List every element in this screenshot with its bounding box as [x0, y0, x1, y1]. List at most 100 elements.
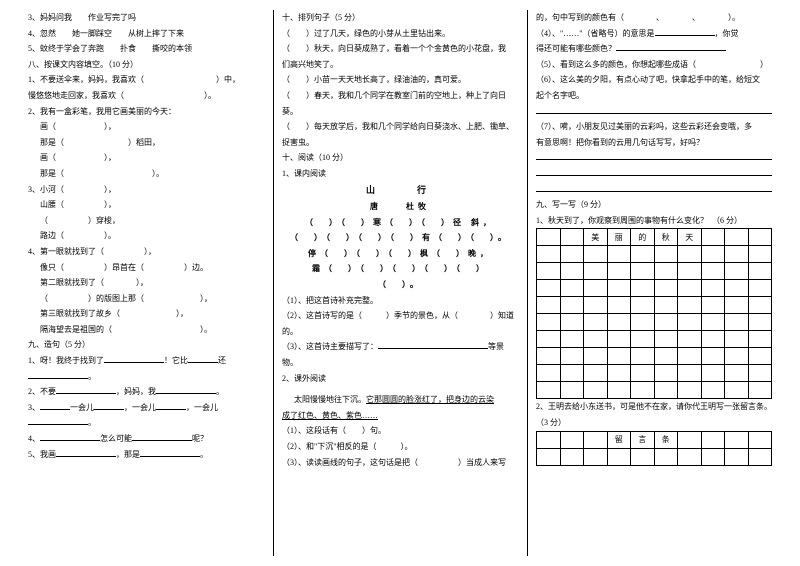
- blank[interactable]: [378, 348, 488, 349]
- blank[interactable]: [655, 35, 715, 36]
- order-5b: 捉害虫。: [282, 135, 518, 151]
- poem-line3: 停（ ）（ ）（ ）枫（ ）晚，: [282, 246, 518, 262]
- s9-3e: 。: [88, 418, 96, 427]
- s8-2d: 画（ ），: [28, 150, 264, 166]
- section-write-heading: 九、写一写（9 分）: [536, 197, 772, 213]
- s9-5b: ，那是: [116, 450, 140, 459]
- s9-1-cont: 。: [28, 369, 264, 385]
- s8-2e: 那是（ ）。: [28, 166, 264, 182]
- s9-1d: 。: [88, 372, 96, 381]
- read-q2: （2）、和"下沉"相反的是（ ）。: [282, 439, 518, 455]
- order-1: （ ）过了几天，绿色的小芽从土里钻出来。: [282, 26, 518, 42]
- blank[interactable]: [140, 456, 200, 457]
- poem-q1: （1）、把这首诗补充完整。: [282, 293, 518, 309]
- c3-cont1-text: 得还可能有哪些颜色？: [536, 44, 616, 53]
- s9-1a: 1、呀！我终于找到了: [28, 356, 104, 365]
- read-q4a: （4）、"……"（省略号）的意思是: [536, 29, 655, 38]
- s9-2c: 。: [216, 387, 224, 396]
- s8-3d: 路边（ ）。: [28, 228, 264, 244]
- read-q1: （1）、这段话有（ ）句。: [282, 423, 518, 439]
- blank[interactable]: [132, 440, 192, 441]
- blank[interactable]: [616, 50, 726, 51]
- s8-1b: 慢悠悠地走回家，我喜欢（ ）。: [28, 88, 264, 104]
- passage-2u: 成了红色、黄色、紫色……: [282, 411, 378, 420]
- blank[interactable]: [104, 362, 164, 363]
- s9-5a: 5、我画: [28, 450, 56, 459]
- poem-title: 山 行: [282, 182, 518, 200]
- poem-q2b: 的。: [282, 324, 518, 340]
- order-4b: 葵。: [282, 104, 518, 120]
- order-3: （ ）小苗一天天地长高了，绿油油的，真可爱。: [282, 72, 518, 88]
- s9-4a: 4、: [28, 434, 40, 443]
- s9-4: 4、怎么可能呢？: [28, 431, 264, 447]
- read-q4b: ，你觉: [715, 29, 739, 38]
- order-2b: 们高兴地笑了。: [282, 57, 518, 73]
- s8-2a: 2、我有一盒彩笔，我用它画美丽的今天：: [28, 104, 264, 120]
- blank[interactable]: [28, 424, 88, 425]
- s9-4b: 怎么可能: [100, 434, 132, 443]
- c3-blank3[interactable]: [536, 166, 772, 182]
- s8-1a: 1、不要送伞来，妈妈，我喜欢（ ）中，: [28, 72, 264, 88]
- section9-heading: 九、造句（5 分）: [28, 337, 264, 353]
- s9-5: 5、我画 ，那是 。: [28, 447, 264, 463]
- s9-2a: 2、不要: [28, 387, 56, 396]
- c3-blank2[interactable]: [536, 150, 772, 166]
- s8-4b: 像只（ ）昂首在（ ）边。: [28, 260, 264, 276]
- blank[interactable]: [28, 378, 88, 379]
- blank[interactable]: [40, 440, 100, 441]
- poem-q3-text: （3）、这首诗主要描写了：: [282, 342, 378, 351]
- q5-line: 5、蚊终于学会了奔跑 扑食 撕咬的本领: [28, 41, 264, 57]
- s9-3: 3、一会儿，一会儿，一会儿: [28, 400, 264, 416]
- c3-q6b: 起个名字吧。: [536, 88, 772, 104]
- blank[interactable]: [188, 362, 218, 363]
- c3-q5: （5）、看到这么多的颜色，你想起哪些成语（ ）: [536, 57, 772, 73]
- write-q2b: （3 分）: [536, 415, 772, 431]
- c3-q6a: （6）、这么美的夕阳，有点心动了吧，快拿起手中的笔，给短文: [536, 72, 772, 88]
- poem-line1: （ ）（ ）寒（ ）（ ）径 斜，: [282, 215, 518, 231]
- section-reading-heading: 十、阅读（10 分）: [282, 150, 518, 166]
- q4-line: 4、忽然 她一脚踩空 从树上摔了下来: [28, 26, 264, 42]
- blank[interactable]: [40, 409, 70, 410]
- reading-2-label: 2、课外阅读: [282, 371, 518, 387]
- blank[interactable]: [56, 393, 116, 394]
- poem-author: 唐 杜牧: [282, 199, 518, 215]
- blank[interactable]: [56, 456, 116, 457]
- c3-blank1[interactable]: [536, 104, 772, 120]
- s8-4e: 第三眼就找到了故乡（ ），: [28, 306, 264, 322]
- s8-4a: 4、第一眼就找到了（ ），: [28, 244, 264, 260]
- passage-line2: 成了红色、黄色、紫色……: [282, 408, 518, 424]
- blank[interactable]: [156, 409, 186, 410]
- s9-5c: 。: [200, 450, 208, 459]
- poem-line5: （ ）。: [282, 277, 518, 293]
- order-4a: （ ）春天，我和几个同学在教室门前的空地上，种上了向日: [282, 88, 518, 104]
- blank[interactable]: [156, 393, 216, 394]
- section10-heading: 十、排列句子（5 分）: [282, 10, 518, 26]
- s8-4c: 第二眼就找到了（ ），: [28, 275, 264, 291]
- s8-3c: （ ）穿梭，: [28, 213, 264, 229]
- write-q1: 1、秋天到了，你观察到周围的事物有什么变化？ （6 分）: [536, 213, 772, 229]
- c3-cont1: 得还可能有哪些颜色？: [536, 41, 772, 57]
- s9-2: 2、不要，妈妈，我。: [28, 384, 264, 400]
- write-q2a: 2、王明去给小东送书，可是他不在家，请你代王明写一张留言条。: [536, 399, 772, 415]
- passage-line1: 太阳慢慢地往下沉。它那圆圆的脸涨红了，把身边的云染: [282, 392, 518, 408]
- section8-heading: 八、按课文内容填空。（10 分）: [28, 57, 264, 73]
- composition-grid[interactable]: 美丽的秋天: [536, 228, 772, 399]
- reading-1-label: 1、课内阅读: [282, 166, 518, 182]
- s8-3b: 山腰（ ），: [28, 197, 264, 213]
- poem-q2a: （2）、这首诗写的是（ ）季节的景色，从（ ）知道: [282, 308, 518, 324]
- order-2a: （ ）秋天，向日葵成熟了，看着一个个金黄色的小花盘，我: [282, 41, 518, 57]
- s9-3b: 一会儿: [70, 403, 94, 412]
- blank[interactable]: [94, 409, 124, 410]
- s8-2c: 那是（ ）稻田，: [28, 135, 264, 151]
- memo-grid[interactable]: 留言条: [536, 431, 772, 466]
- s9-1b: ！它比: [164, 356, 188, 365]
- poem-line2: （ ）（ ）（ ）（ ）有（ ）（ ）。: [282, 230, 518, 246]
- poem-q3: （3）、这首诗主要描写了：等景物。: [282, 339, 518, 370]
- s8-3a: 3、小河（ ），: [28, 182, 264, 198]
- s9-1: 1、呀！我终于找到了！它比还: [28, 353, 264, 369]
- passage-1u: 它那圆圆的脸涨红了，把身边的云染: [366, 395, 494, 404]
- read-q3b: 的，句中写到的颜色有（ 、 、 ）。: [536, 10, 772, 26]
- c3-q7b: 有意思啊！把你看到的云用几句话写写，好吗？: [536, 135, 772, 151]
- poem-line4: 霜（ ）（ ）（ ）（ ）（ ）: [282, 261, 518, 277]
- c3-blank4[interactable]: [536, 182, 772, 198]
